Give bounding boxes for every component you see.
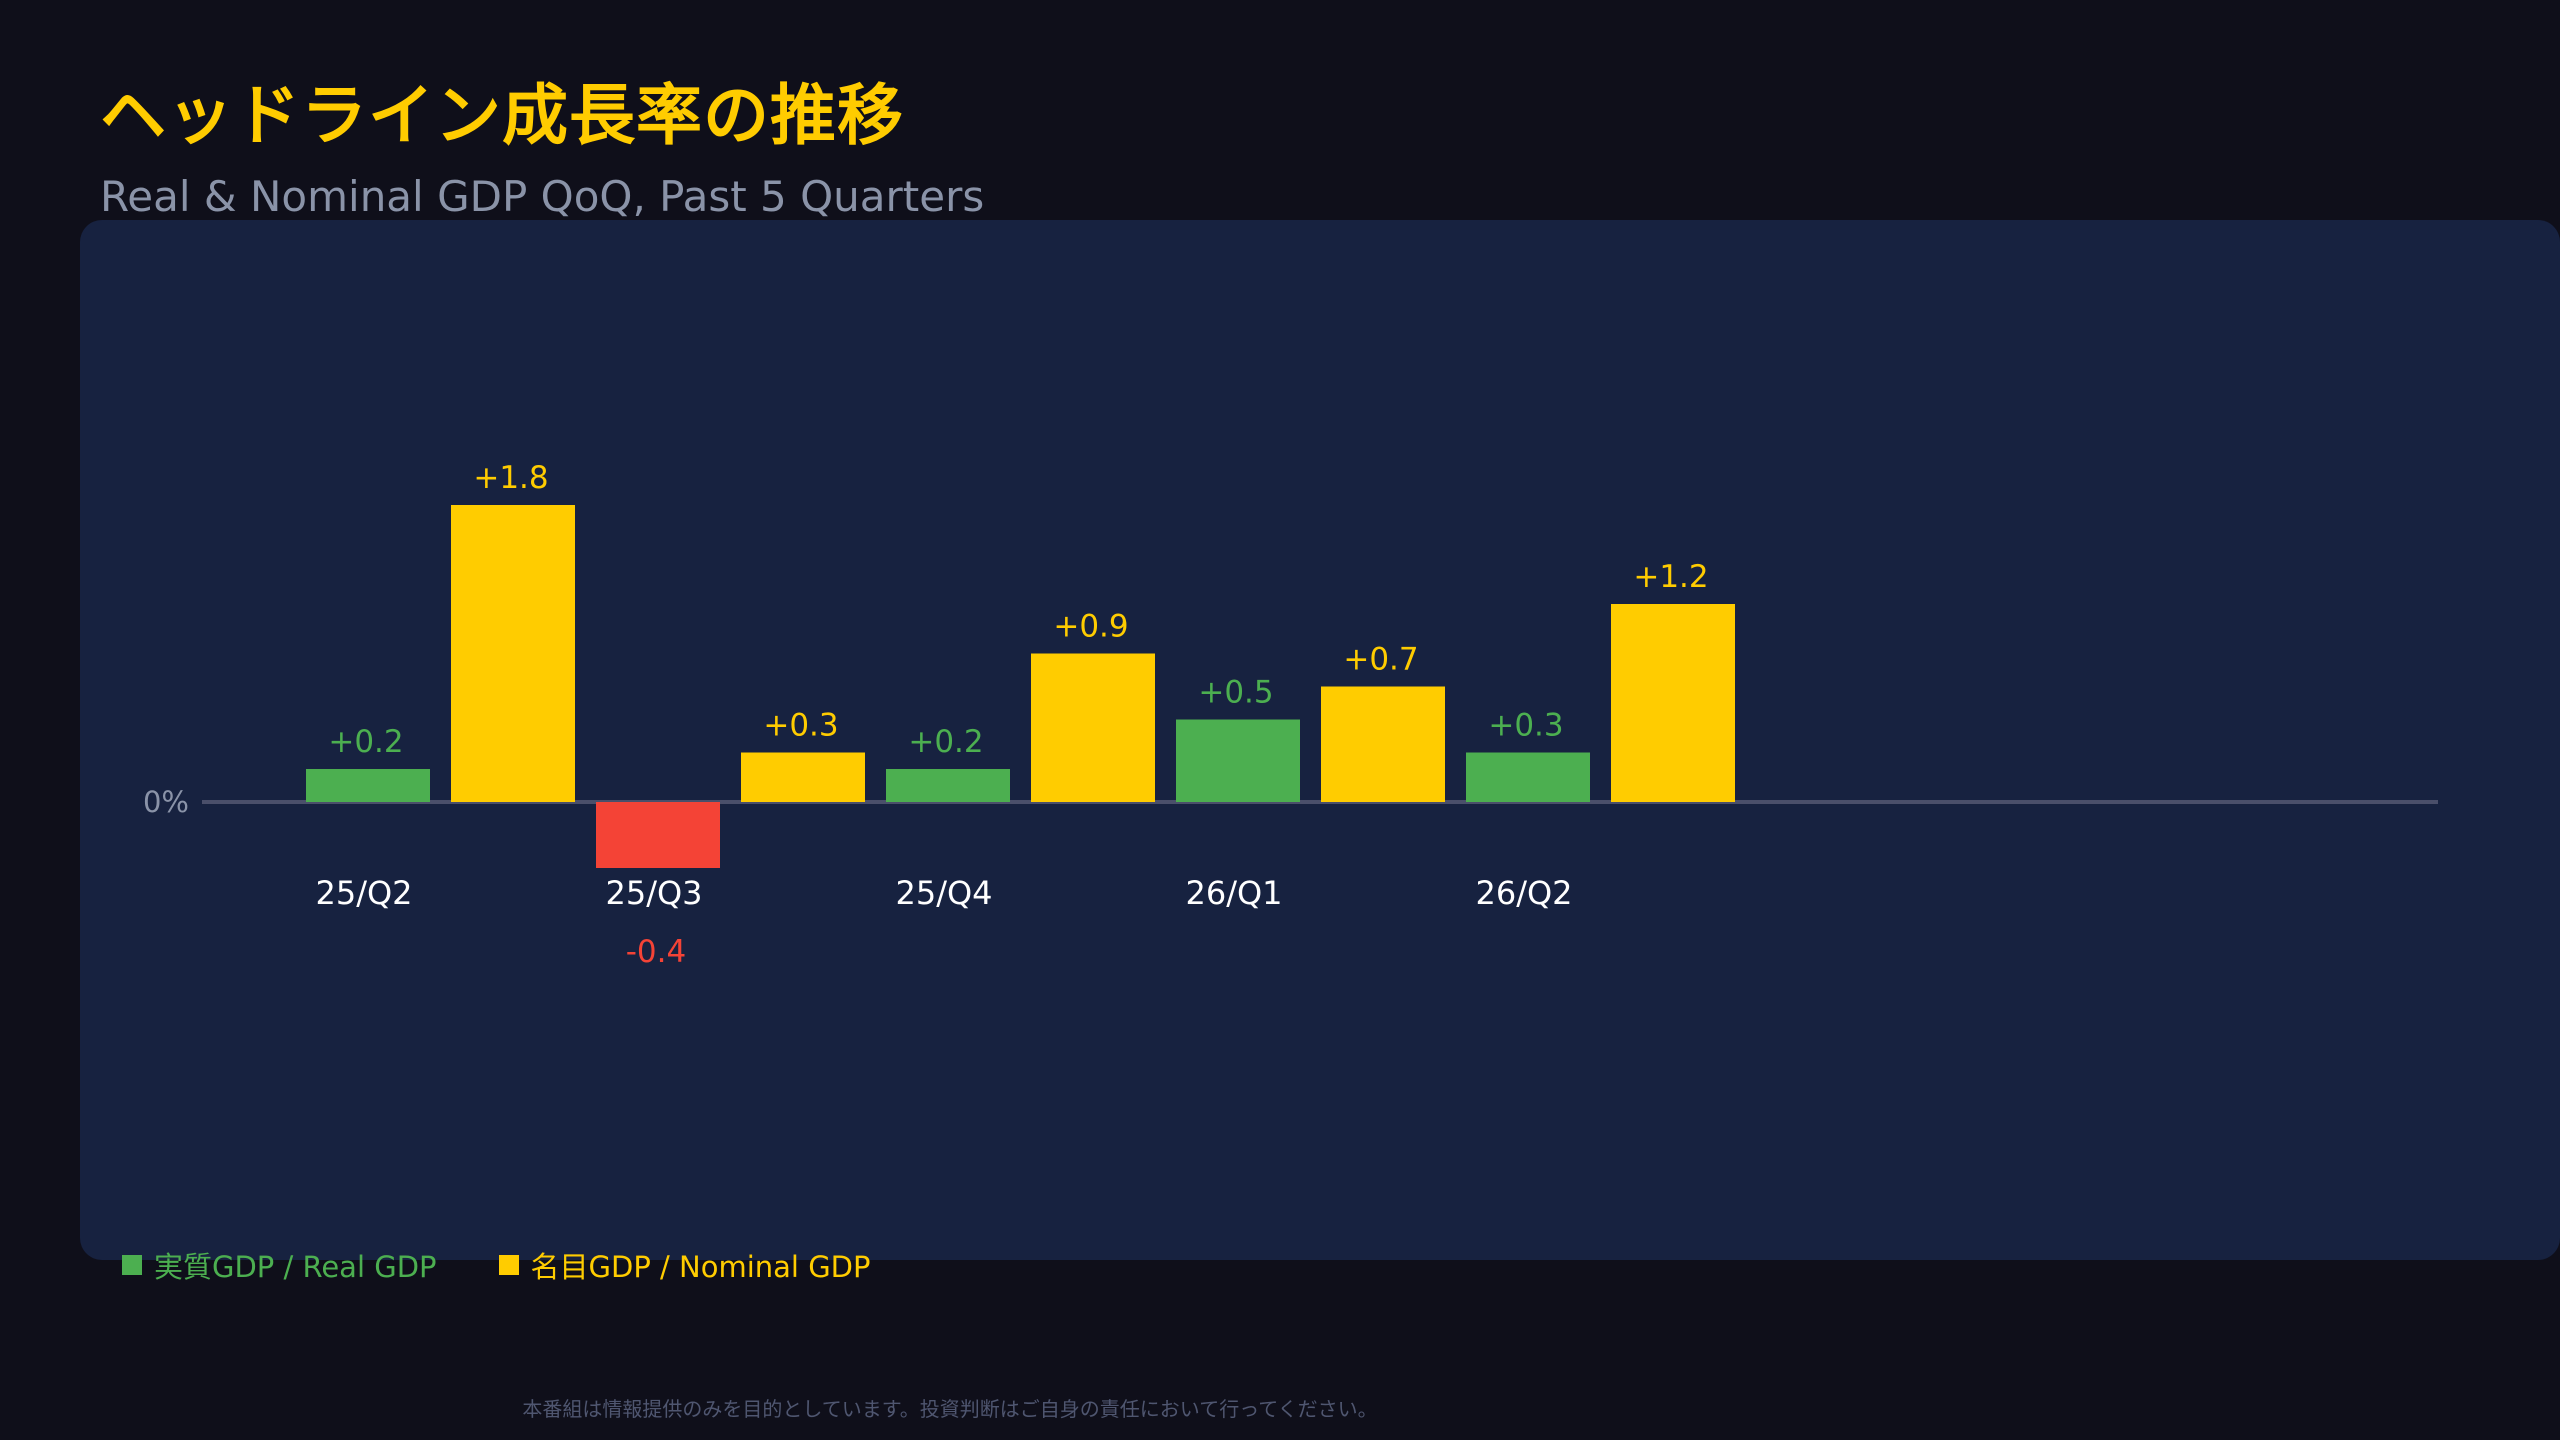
data-label-real-25-Q4: +0.2 [908,724,983,760]
data-label-nominal-26-Q1: +0.7 [1343,642,1418,678]
legend-item-real: 実質GDP / Real GDP [122,1244,437,1286]
bar-nominal-25-Q4 [1031,653,1155,802]
legend-swatch-real [122,1255,142,1275]
bar-real-25-Q4 [886,769,1010,802]
data-label-real-26-Q2: +0.3 [1488,708,1563,744]
bar-nominal-26-Q2 [1611,604,1735,802]
zero-axis-label: 0% [143,785,189,819]
category-label-25-Q4: 25/Q4 [895,874,992,912]
category-label-26-Q1: 26/Q1 [1185,874,1282,912]
chart-panel: 0% +0.2 +1.8 25/Q2 -0.4 +0.3 25/Q3 +0.2 +0.9 25/Q… [80,220,2560,1260]
bar-nominal-25-Q2 [451,505,575,802]
page-subtitle: Real & Nominal GDP QoQ, Past 5 Quarters [100,172,985,221]
page-title: ヘッドライン成長率の推移 [100,77,904,154]
data-label-real-25-Q2: +0.2 [328,724,403,760]
chart-legend: 実質GDP / Real GDP 名目GDP / Nominal GDP [122,1244,871,1286]
disclaimer: 本番組は情報提供のみを目的としています。投資判断はご自身の責任において行ってくだ… [522,1397,1378,1421]
bar-nominal-26-Q1 [1321,686,1445,802]
bar-real-26-Q2 [1466,752,1590,802]
data-label-real-25-Q3: -0.4 [626,934,687,970]
bar-real-26-Q1 [1176,719,1300,802]
data-label-nominal-25-Q4: +0.9 [1053,609,1128,645]
data-label-nominal-25-Q3: +0.3 [763,708,838,744]
category-label-25-Q3: 25/Q3 [605,874,702,912]
legend-label-nominal: 名目GDP / Nominal GDP [530,1250,871,1284]
bar-real-25-Q2 [306,769,430,802]
bar-real-25-Q3 [596,802,720,868]
bar-nominal-25-Q3 [741,752,865,802]
data-label-real-26-Q1: +0.5 [1198,675,1273,711]
data-label-nominal-25-Q2: +1.8 [473,460,548,496]
legend-item-nominal: 名目GDP / Nominal GDP [498,1244,871,1286]
bar-chart: 0% +0.2 +1.8 25/Q2 -0.4 +0.3 25/Q3 +0.2 +0.9 25/Q… [143,460,2438,970]
category-label-26-Q2: 26/Q2 [1475,874,1572,912]
legend-label-real: 実質GDP / Real GDP [154,1250,437,1284]
data-label-nominal-26-Q2: +1.2 [1633,559,1708,595]
category-label-25-Q2: 25/Q2 [315,874,412,912]
legend-swatch-nominal [498,1255,519,1275]
